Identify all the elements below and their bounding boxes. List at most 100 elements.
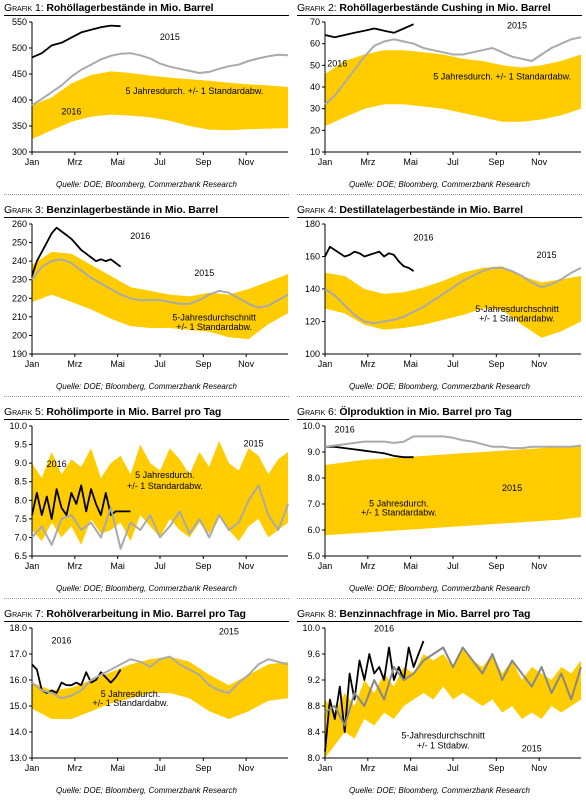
band-area xyxy=(325,445,581,536)
annotation: 2016 xyxy=(327,58,347,68)
x-tick-label: Jan xyxy=(25,561,40,571)
y-tick-label: 200 xyxy=(12,330,27,340)
x-tick-label: Jul xyxy=(154,763,166,773)
y-tick-label: 8.8 xyxy=(307,701,320,711)
x-tick-label: Mai xyxy=(403,359,418,369)
series-line-2015 xyxy=(324,36,582,106)
annotation: 2015 xyxy=(537,250,557,260)
x-tick-label: Sep xyxy=(488,763,504,773)
series-line-2016 xyxy=(324,23,414,39)
x-tick-label: Mrz xyxy=(67,157,82,167)
chart-title: Grafik 7: Rohölverarbeitung in Mio. Barr… xyxy=(4,608,246,620)
chart-source: Quelle: DOE; Bloomberg, Commerzbank Rese… xyxy=(56,382,237,391)
series-line-2016 xyxy=(324,245,415,272)
series-line-2015 xyxy=(31,52,289,107)
series-line-2015 xyxy=(324,435,582,450)
annotation: +/- 1 Standardabw. xyxy=(479,314,555,324)
x-tick-label: Jul xyxy=(447,561,459,571)
y-tick-label: 50 xyxy=(310,60,320,70)
y-tick-label: 210 xyxy=(12,312,27,322)
chart-plot: 10 20 30 40 50 60 70 Jan Mrz Mai Jul Sep Nov 2015 2016… xyxy=(310,17,582,167)
series-line-2015 xyxy=(324,266,582,325)
annotation: 5-Jahresdurchschnitt xyxy=(475,304,559,314)
annotation: 2016 xyxy=(52,636,72,646)
chart-panel-1: Grafik 1: Rohöllagerbestände in Mio. Bar… xyxy=(0,0,293,202)
y-tick-label: 160 xyxy=(305,252,320,262)
y-tick-label: 40 xyxy=(310,82,320,92)
chart-panel-4: Grafik 4: Destillatelagerbestände in Mio… xyxy=(293,202,586,404)
y-tick-label: 9.0 xyxy=(14,458,27,468)
band-area xyxy=(32,440,288,545)
annotation: 2015 xyxy=(507,21,527,31)
chart-title: Grafik 1: Rohöllagerbestände in Mio. Bar… xyxy=(4,2,214,14)
y-tick-label: 30 xyxy=(310,104,320,114)
x-tick-label: Jan xyxy=(318,157,333,167)
y-tick-label: 400 xyxy=(12,95,27,105)
x-tick-label: Mrz xyxy=(360,157,375,167)
annotation: +/- 1 Standardabw. xyxy=(176,322,252,332)
y-tick-label: 300 xyxy=(12,147,27,157)
y-tick-label: 10.0 xyxy=(302,421,320,431)
x-tick-label: Mrz xyxy=(360,359,375,369)
y-tick-label: 180 xyxy=(305,219,320,229)
chart-plot: 6.5 7.0 7.5 8.0 8.5 9.0 9.5 10.0 Jan Mrz Mai Jul Sep… xyxy=(9,421,289,571)
annotation: 2015 xyxy=(502,483,522,493)
series-line-2016 xyxy=(31,24,121,59)
band-area xyxy=(325,647,581,758)
series-line-2015 xyxy=(324,646,582,727)
x-tick-label: Jul xyxy=(154,157,166,167)
y-tick-label: 10.0 xyxy=(9,421,27,431)
y-tick-label: 18.0 xyxy=(9,623,27,633)
series-line-2016 xyxy=(325,445,414,459)
chart-source: Quelle: DOE; Bloomberg, Commerzbank Rese… xyxy=(349,584,530,593)
chart-source: Quelle: DOE; Bloomberg, Commerzbank Rese… xyxy=(349,786,530,795)
band-area xyxy=(325,50,581,127)
annotation: 2016 xyxy=(413,232,433,242)
chart-title: Grafik 2: Rohöllagerbestände Cushing in … xyxy=(297,2,551,14)
annotation: 2015 xyxy=(522,744,542,754)
annotation: 5 Jahresdurch. xyxy=(369,499,429,509)
chart-panel-8: Grafik 8: Benzinnachfrage in Mio. Barrel… xyxy=(293,606,586,808)
x-tick-label: Jul xyxy=(447,359,459,369)
x-tick-label: Nov xyxy=(238,561,255,571)
y-tick-label: 100 xyxy=(305,349,320,359)
annotation: 5-Jahresdurchschnitt xyxy=(172,313,256,323)
annotation: 2015 xyxy=(160,32,180,42)
annotation: 2015 xyxy=(219,627,239,637)
y-tick-label: 9.5 xyxy=(14,440,27,450)
chart-title: Grafik 6: Ölproduktion in Mio. Barrel pr… xyxy=(297,406,512,418)
y-tick-label: 5.0 xyxy=(307,551,320,561)
y-tick-label: 7.0 xyxy=(307,499,320,509)
y-tick-label: 140 xyxy=(305,284,320,294)
series-line-2016 xyxy=(31,484,131,520)
chart-source: Quelle: DOE; Bloomberg, Commerzbank Rese… xyxy=(56,584,237,593)
x-tick-label: Mai xyxy=(110,561,125,571)
x-tick-label: Jul xyxy=(447,157,459,167)
series-line-2016 xyxy=(31,226,122,277)
chart-title: Grafik 5: Rohölimporte in Mio. Barrel pr… xyxy=(4,406,222,418)
y-tick-label: 9.6 xyxy=(307,649,320,659)
y-tick-label: 14.0 xyxy=(9,727,27,737)
chart-source: Quelle: DOE; Bloomberg, Commerzbank Rese… xyxy=(56,786,237,795)
y-tick-label: 10.0 xyxy=(302,623,320,633)
y-tick-label: 550 xyxy=(12,17,27,27)
band-area xyxy=(325,266,581,338)
chart-title: Grafik 3: Benzinlagerbestände in Mio. Ba… xyxy=(4,204,219,216)
y-tick-label: 20 xyxy=(310,125,320,135)
band-area xyxy=(32,71,288,139)
x-tick-label: Mai xyxy=(110,359,125,369)
x-tick-label: Jul xyxy=(154,359,166,369)
x-tick-label: Jan xyxy=(25,763,40,773)
x-tick-label: Mai xyxy=(403,157,418,167)
annotation: 2016 xyxy=(47,459,67,469)
x-tick-label: Sep xyxy=(488,359,504,369)
chart-plot: 190 200 210 220 230 240 250 260 Jan Mrz Mai Jul Sep N… xyxy=(12,219,289,369)
annotation: 2016 xyxy=(374,623,394,633)
series-line-2015 xyxy=(31,484,289,550)
x-tick-label: Jan xyxy=(318,763,333,773)
y-tick-label: 9.0 xyxy=(307,447,320,457)
x-tick-label: Sep xyxy=(195,157,211,167)
chart-panel-5: Grafik 5: Rohölimporte in Mio. Barrel pr… xyxy=(0,404,293,606)
chart-source: Quelle: DOE; Bloomberg, Commerzbank Rese… xyxy=(349,180,530,189)
annotation: 2015 xyxy=(244,438,264,448)
